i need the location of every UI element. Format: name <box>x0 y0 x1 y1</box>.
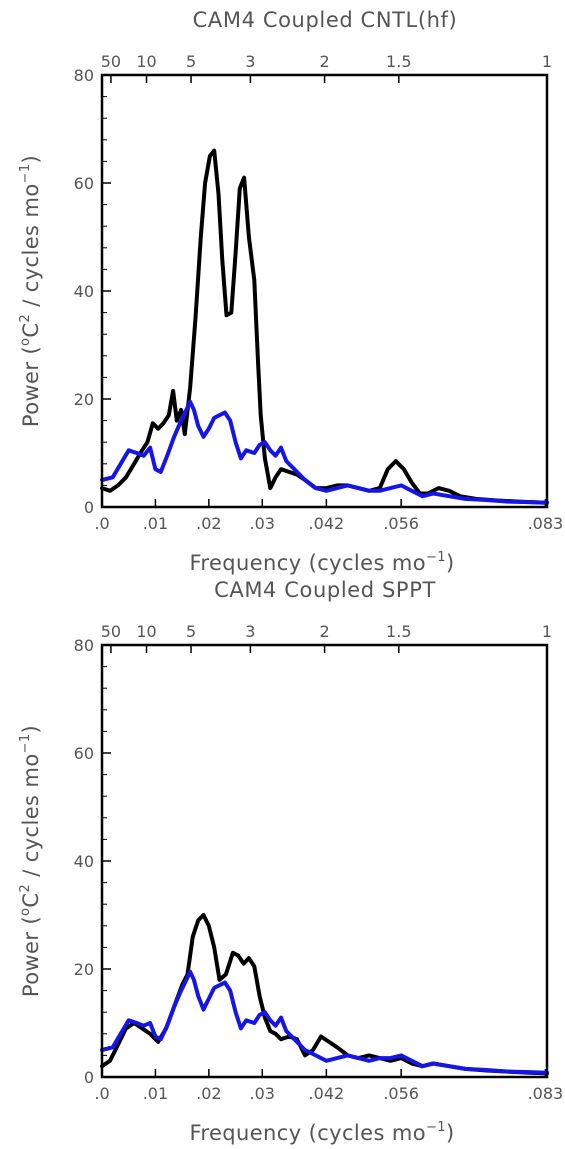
chart-panel-cntl: CAM4 Coupled CNTL(hf) 50 10 5 3 2 1.5 1 .0 .01.… <box>18 8 563 575</box>
x-tick-label: .02 <box>196 1084 221 1103</box>
top-tick-label: 2 <box>319 52 329 71</box>
x-tick-label: .083 <box>528 514 564 533</box>
x-tick-label: .0 <box>94 1084 109 1103</box>
top-axis: 50 10 5 3 2 1.5 1 <box>101 52 552 83</box>
y-tick-label: 80 <box>74 66 94 85</box>
y-axis-label-mid: / cycles mo <box>19 753 43 883</box>
top-tick-label: 1 <box>542 52 552 71</box>
x-axis: .0 .01 .02 .03 .042 .056 .083 <box>94 1069 563 1103</box>
top-tick-label: 50 <box>101 52 121 71</box>
top-tick-label: 1.5 <box>386 52 411 71</box>
y-axis-label-unit: C <box>19 893 43 908</box>
y-axis-label-square: 2 <box>18 884 33 893</box>
series-line-black <box>100 913 549 1076</box>
y-tick-label: 80 <box>74 636 94 655</box>
x-tick-label: .042 <box>309 1084 345 1103</box>
x-axis-label-main: Frequency (cycles mo <box>189 551 426 575</box>
y-axis-label-mid: / cycles mo <box>19 183 43 313</box>
x-axis-label-end: ) <box>446 551 455 575</box>
plot-frame <box>100 643 549 1079</box>
y-axis-label-square: 2 <box>18 314 33 323</box>
y-axis-label-end: ) <box>19 725 43 734</box>
y-tick-label: 0 <box>84 498 94 517</box>
top-tick-label: 5 <box>186 622 196 641</box>
series-layer <box>100 913 549 1076</box>
x-tick-label: .056 <box>383 514 419 533</box>
y-axis-label-exponent: −1 <box>18 733 33 753</box>
plot-frame <box>100 73 549 509</box>
y-axis-label-end: ) <box>19 155 43 164</box>
top-tick-label: 3 <box>245 622 255 641</box>
chart-title: CAM4 Coupled CNTL(hf) <box>193 8 458 32</box>
top-axis: 50 10 5 3 2 1.5 1 <box>101 622 552 653</box>
chart-title: CAM4 Coupled SPPT <box>214 578 436 602</box>
y-axis-label-degree: o <box>18 338 33 346</box>
y-tick-label: 40 <box>74 852 94 871</box>
top-tick-label: 10 <box>136 52 156 71</box>
x-axis-label: Frequency (cycles mo−1) <box>189 550 454 575</box>
top-tick-label: 10 <box>136 622 156 641</box>
x-tick-label: .03 <box>250 514 275 533</box>
top-tick-label: 2 <box>319 622 329 641</box>
y-axis-label-main: Power ( <box>19 346 43 427</box>
y-tick-label: 40 <box>74 282 94 301</box>
y-axis-label-degree: o <box>18 908 33 916</box>
series-line-blue <box>100 399 549 505</box>
y-axis: 0 20 40 60 80 <box>74 66 111 517</box>
y-tick-label: 60 <box>74 174 94 193</box>
x-tick-label: .03 <box>250 1084 275 1103</box>
y-axis-label-exponent: −1 <box>18 163 33 183</box>
y-tick-label: 20 <box>74 960 94 979</box>
x-tick-label: .0 <box>94 514 109 533</box>
y-axis-label-unit: C <box>19 323 43 338</box>
y-axis-label: Power (oC2 / cycles mo−1) <box>18 725 43 997</box>
series-line-black <box>100 148 549 505</box>
x-tick-label: .042 <box>309 514 345 533</box>
series-layer <box>100 148 549 505</box>
y-axis: 0 20 40 60 80 <box>74 636 111 1087</box>
y-axis-label: Power (oC2 / cycles mo−1) <box>18 155 43 427</box>
x-tick-label: .01 <box>143 514 168 533</box>
series-line-blue <box>100 969 549 1075</box>
y-tick-label: 0 <box>84 1068 94 1087</box>
x-tick-label: .083 <box>528 1084 564 1103</box>
x-tick-label: .01 <box>143 1084 168 1103</box>
top-tick-label: 3 <box>245 52 255 71</box>
x-axis-label-exponent: −1 <box>426 1120 446 1135</box>
x-axis-label-exponent: −1 <box>426 550 446 565</box>
chart-panel-sppt: CAM4 Coupled SPPT 50 10 5 3 2 1.5 1 .0.01.02.0… <box>18 578 563 1145</box>
x-axis-label: Frequency (cycles mo−1) <box>189 1120 454 1145</box>
x-tick-label: .056 <box>383 1084 419 1103</box>
top-tick-label: 50 <box>101 622 121 641</box>
x-axis: .0 .01 .02 .03 .042 .056 .083 <box>94 499 563 533</box>
top-tick-label: 1 <box>542 622 552 641</box>
x-tick-label: .02 <box>196 514 221 533</box>
y-tick-label: 60 <box>74 744 94 763</box>
y-axis-label-main: Power ( <box>19 916 43 997</box>
x-axis-label-main: Frequency (cycles mo <box>189 1121 426 1145</box>
y-tick-label: 20 <box>74 390 94 409</box>
x-axis-label-end: ) <box>446 1121 455 1145</box>
top-tick-label: 1.5 <box>386 622 411 641</box>
top-tick-label: 5 <box>186 52 196 71</box>
